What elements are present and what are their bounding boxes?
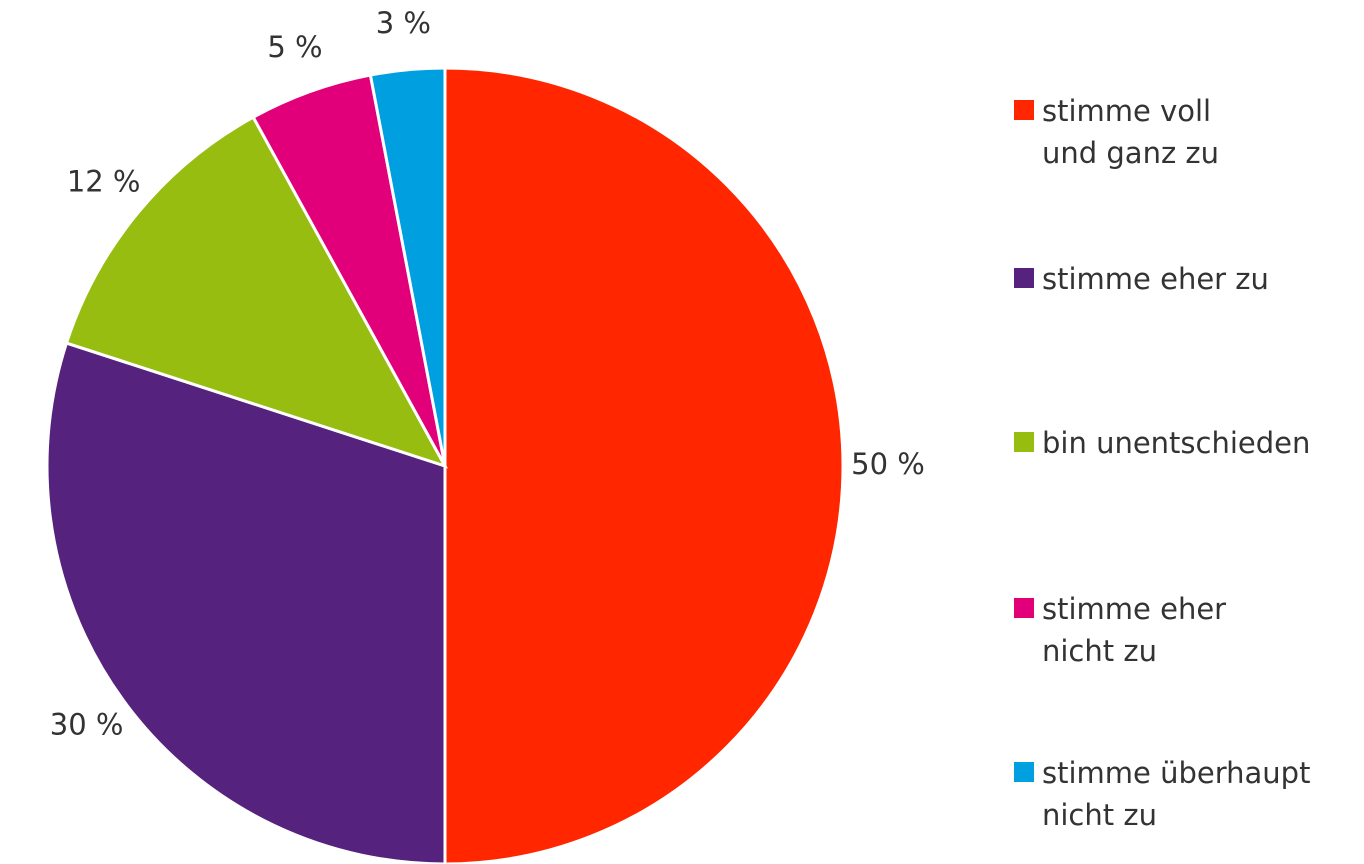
legend-swatch [1014, 762, 1034, 782]
legend-label: stimme überhaupt nicht zu [1042, 756, 1311, 832]
pie-slice [443, 66, 845, 864]
data-label: 30 % [50, 707, 124, 741]
data-label: 3 % [376, 6, 431, 40]
legend-swatch [1014, 432, 1034, 452]
legend-item: stimme überhaupt nicht zu [1014, 752, 1310, 836]
legend-label: bin unentschieden [1042, 426, 1311, 460]
legend-item: stimme eher nicht zu [1014, 588, 1226, 672]
legend-label: stimme voll und ganz zu [1042, 94, 1219, 170]
legend-label: stimme eher zu [1042, 262, 1269, 296]
pie-slice [45, 341, 447, 864]
legend-item: stimme eher zu [1014, 258, 1269, 300]
legend-swatch [1014, 268, 1034, 288]
legend-item: bin unentschieden [1014, 422, 1310, 464]
legend-swatch [1014, 100, 1034, 120]
data-label: 12 % [67, 165, 141, 199]
legend: stimme voll und ganz zu stimme eher zu bin… [1014, 0, 1364, 864]
pie-slice [64, 115, 449, 469]
data-label: 50 % [851, 447, 925, 481]
legend-label: stimme eher nicht zu [1042, 592, 1227, 668]
pie-slice [368, 66, 447, 467]
data-label: 5 % [267, 30, 322, 64]
legend-swatch [1014, 598, 1034, 618]
legend-item: stimme voll und ganz zu [1014, 90, 1219, 174]
